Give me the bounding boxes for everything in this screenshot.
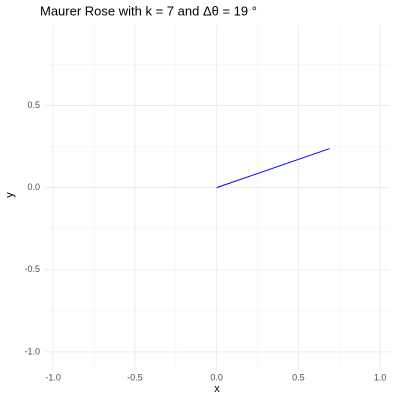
y-tick-label: 0.0 [27, 182, 40, 192]
x-axis-label: x [214, 383, 220, 395]
x-tick-label: -0.5 [127, 372, 143, 382]
x-tick-label: 0.5 [292, 372, 305, 382]
x-tick-label: 1.0 [374, 372, 387, 382]
x-tick-label: 0.0 [210, 372, 223, 382]
y-tick-label: -0.5 [24, 264, 40, 274]
y-tick-label: 0.5 [27, 100, 40, 110]
chart-title: Maurer Rose with k = 7 and Δθ = 19 ° [40, 3, 257, 18]
x-tick-label: -1.0 [45, 372, 61, 382]
y-tick-label: -1.0 [24, 346, 40, 356]
data-line [216, 148, 330, 189]
y-axis-label: y [4, 192, 16, 198]
